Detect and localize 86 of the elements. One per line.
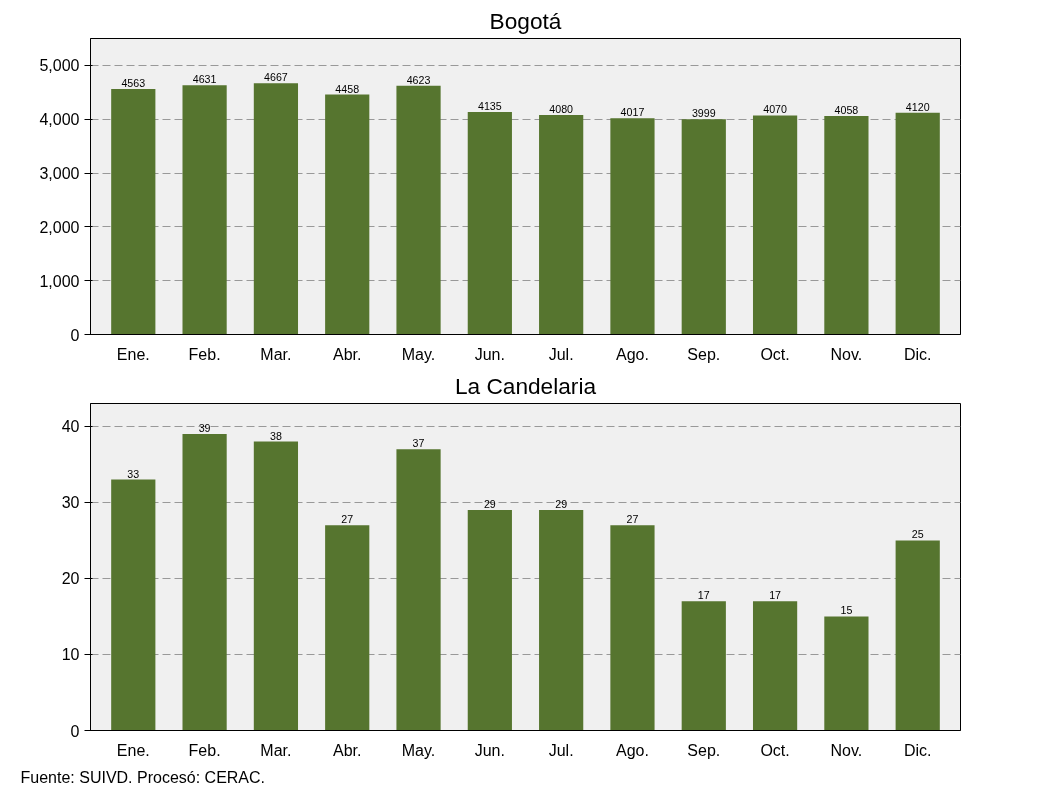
x-tick-label: Sep. xyxy=(687,345,721,363)
bar xyxy=(752,601,798,731)
x-tick-label: Ene. xyxy=(116,345,150,363)
x-tick-label: Jun. xyxy=(474,345,505,363)
data-label: 3999 xyxy=(691,107,716,120)
bar xyxy=(610,525,655,731)
bar xyxy=(253,83,299,335)
y-tick-label: 5,000 xyxy=(39,57,80,75)
data-label: 27 xyxy=(626,513,639,526)
bar xyxy=(182,85,227,335)
data-label: 4017 xyxy=(620,106,645,119)
data-label: 38 xyxy=(269,429,282,442)
data-label: 4563 xyxy=(121,76,146,89)
data-label: 29 xyxy=(483,497,496,510)
data-label: 4120 xyxy=(905,100,930,113)
x-tick-label: Feb. xyxy=(188,345,221,363)
bar xyxy=(824,116,869,335)
y-tick-label: 2,000 xyxy=(39,218,80,236)
bar xyxy=(111,88,156,335)
data-label: 17 xyxy=(697,589,710,602)
data-label: 37 xyxy=(412,437,425,450)
data-label: 27 xyxy=(341,513,354,526)
x-tick-label: Ene. xyxy=(116,741,150,759)
bar xyxy=(752,115,798,335)
data-label: 4631 xyxy=(192,73,217,86)
y-tick-label: 40 xyxy=(61,418,80,436)
data-label: 17 xyxy=(769,589,782,602)
bar xyxy=(111,479,156,731)
data-label: 39 xyxy=(198,421,211,434)
y-tick-label: 1,000 xyxy=(39,272,80,290)
bar xyxy=(539,509,584,731)
x-tick-label: Jul. xyxy=(548,345,574,363)
data-label: 25 xyxy=(911,528,924,541)
x-tick-label: Jul. xyxy=(548,741,574,759)
source-note: Fuente: SUIVD. Procesó: CERAC. xyxy=(20,768,266,786)
x-tick-label: Dic. xyxy=(903,345,932,363)
bar xyxy=(325,525,370,731)
x-tick-label: Nov. xyxy=(830,345,863,363)
bar xyxy=(325,94,370,335)
y-tick-label: 3,000 xyxy=(39,165,80,183)
y-tick-label: 0 xyxy=(70,326,80,344)
data-label: 4080 xyxy=(549,102,574,115)
data-label: 4667 xyxy=(264,71,288,84)
bar xyxy=(182,433,227,731)
x-tick-label: Feb. xyxy=(188,741,221,759)
y-tick-label: 10 xyxy=(61,646,80,664)
x-tick-label: Sep. xyxy=(687,741,721,759)
bar xyxy=(467,509,512,731)
bar xyxy=(467,111,512,335)
data-label: 15 xyxy=(840,604,853,617)
x-tick-label: Jun. xyxy=(474,741,505,759)
data-label: 4058 xyxy=(834,104,859,117)
y-tick-label: 20 xyxy=(61,570,80,588)
y-tick-label: 0 xyxy=(70,722,80,740)
bar xyxy=(539,114,584,335)
x-tick-label: May. xyxy=(401,741,436,759)
x-tick-label: Oct. xyxy=(760,345,790,363)
x-tick-label: Ago. xyxy=(616,345,649,363)
bar xyxy=(681,601,726,731)
data-label: 4070 xyxy=(763,103,788,116)
data-label: 4623 xyxy=(406,73,431,86)
chart-title: Bogotá xyxy=(489,7,562,34)
bar xyxy=(681,119,726,335)
data-label: 4458 xyxy=(335,82,360,95)
x-tick-label: Nov. xyxy=(830,741,863,759)
x-tick-label: Dic. xyxy=(903,741,932,759)
y-tick-label: 30 xyxy=(61,494,80,512)
x-tick-label: Abr. xyxy=(332,345,362,363)
x-tick-label: Mar. xyxy=(260,741,292,759)
data-label: 4135 xyxy=(477,99,502,112)
data-label: 33 xyxy=(127,467,140,480)
bar xyxy=(824,616,869,731)
y-tick-label: 4,000 xyxy=(39,111,80,129)
bar xyxy=(895,112,940,335)
bar xyxy=(610,118,655,335)
bar xyxy=(253,441,299,731)
x-tick-label: Mar. xyxy=(260,345,292,363)
bar xyxy=(396,449,441,731)
bar xyxy=(895,540,940,731)
bar xyxy=(396,85,441,335)
x-tick-label: Ago. xyxy=(616,741,649,759)
data-label: 29 xyxy=(555,497,568,510)
x-tick-label: Abr. xyxy=(332,741,362,759)
x-tick-label: May. xyxy=(401,345,436,363)
x-tick-label: Oct. xyxy=(760,741,790,759)
chart-title: La Candelaria xyxy=(454,372,597,399)
